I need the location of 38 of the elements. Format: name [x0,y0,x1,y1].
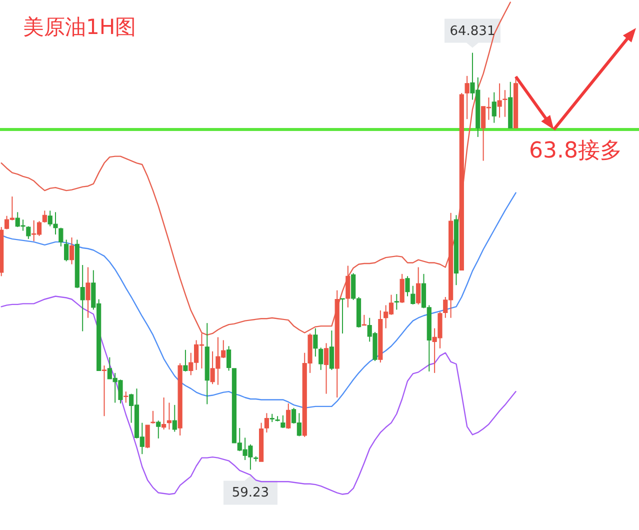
candlestick [405,276,410,297]
candlestick [264,412,269,433]
candlestick [502,90,508,118]
candlestick [346,265,350,308]
candlestick [102,364,107,417]
annotation: 64.831 [450,24,496,39]
candlestick [150,410,156,424]
candlestick [162,397,166,430]
candlestick [64,239,69,262]
candlestick [183,349,188,372]
candlestick [280,414,286,429]
candlestick [42,210,47,224]
candlestick [497,82,502,118]
candlestick [286,402,291,430]
candlestick [410,285,416,305]
candlestick [69,236,74,265]
candlestick [226,346,232,372]
candlestick [124,391,128,404]
candlestick [492,92,496,124]
candlestick [145,424,150,449]
annotation: 59.23 [232,486,270,501]
candlestick [324,342,329,394]
candlestick [313,328,318,358]
candlestick [58,227,64,247]
candlestick [394,294,399,310]
candlestick [362,314,366,326]
candlestick [340,298,345,334]
candlestick [318,347,324,370]
ref-line-label: 63.8接多 [529,138,622,164]
candlestick [416,266,421,305]
candlestick [329,330,334,370]
text: 美原油1H图 [23,15,136,39]
candlestick [86,266,90,318]
candlestick [26,226,31,240]
candlestick [400,273,404,304]
candlestick [156,420,161,439]
candlestick [172,404,177,432]
candlestick [464,75,470,120]
